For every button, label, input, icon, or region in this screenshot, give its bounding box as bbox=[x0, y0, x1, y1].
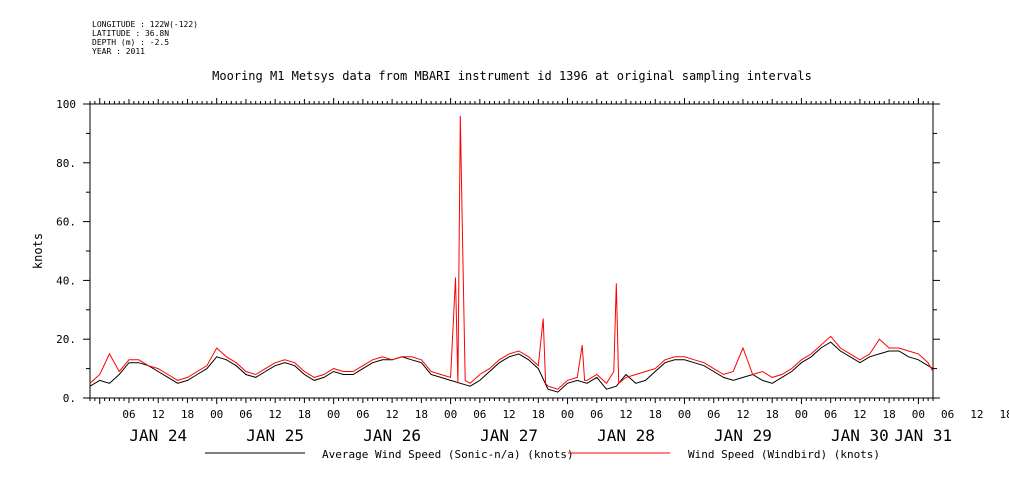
y-tick-label: 0. bbox=[63, 392, 76, 405]
depth-label: DEPTH (m) : -2.5 bbox=[92, 38, 170, 47]
x-hour-label: 12 bbox=[736, 408, 749, 421]
x-hour-label: 06 bbox=[941, 408, 954, 421]
legend-label: Wind Speed (Windbird) (knots) bbox=[688, 448, 880, 461]
x-hour-label: 18 bbox=[532, 408, 545, 421]
x-hour-label: 12 bbox=[385, 408, 398, 421]
data-series bbox=[89, 115, 934, 393]
windbird-wind-speed-line bbox=[89, 115, 934, 390]
x-hour-label: 12 bbox=[269, 408, 282, 421]
x-hour-label: 18 bbox=[649, 408, 662, 421]
x-hour-label: 12 bbox=[502, 408, 515, 421]
legend: Average Wind Speed (Sonic-n/a) (knots) Wi… bbox=[205, 448, 880, 461]
x-hour-label: 06 bbox=[239, 408, 252, 421]
x-day-label: JAN 30 bbox=[831, 426, 889, 445]
y-axis-label: knots bbox=[31, 233, 45, 269]
x-hour-label: 00 bbox=[210, 408, 223, 421]
y-tick-label: 80. bbox=[56, 157, 76, 170]
x-hour-label: 12 bbox=[970, 408, 983, 421]
x-day-label: JAN 28 bbox=[597, 426, 655, 445]
x-hour-label: 12 bbox=[152, 408, 165, 421]
x-hour-label: 06 bbox=[473, 408, 486, 421]
longitude-label: LONGITUDE : 122W(-122) bbox=[92, 20, 198, 29]
plot-frame bbox=[89, 103, 934, 399]
average-wind-speed-line bbox=[89, 341, 934, 393]
x-hour-label: 06 bbox=[356, 408, 369, 421]
axis-ticks bbox=[83, 98, 940, 404]
x-hour-label: 06 bbox=[707, 408, 720, 421]
x-hour-label: 06 bbox=[122, 408, 135, 421]
x-day-label: JAN 29 bbox=[714, 426, 772, 445]
x-tick-labels: 06 12 18 00 06 12 18 00 06 12 18 00 06 12 18 00 06 12 18 00… bbox=[122, 408, 1009, 445]
latitude-label: LATITUDE : 36.8N bbox=[92, 29, 170, 38]
x-hour-label: 18 bbox=[181, 408, 194, 421]
x-hour-label: 12 bbox=[853, 408, 866, 421]
x-day-label: JAN 24 bbox=[129, 426, 187, 445]
x-hour-label: 18 bbox=[999, 408, 1009, 421]
y-tick-label: 20. bbox=[56, 333, 76, 346]
x-hour-label: 00 bbox=[444, 408, 457, 421]
x-hour-label: 18 bbox=[298, 408, 311, 421]
y-tick-labels: 0. 20. 40. 60. 80. 100 bbox=[56, 98, 76, 405]
x-hour-label: 00 bbox=[678, 408, 691, 421]
y-tick-label: 40. bbox=[56, 274, 76, 287]
x-hour-label: 18 bbox=[415, 408, 428, 421]
x-hour-label: 06 bbox=[590, 408, 603, 421]
x-hour-label: 00 bbox=[912, 408, 925, 421]
x-hour-label: 06 bbox=[824, 408, 837, 421]
x-day-label: JAN 26 bbox=[363, 426, 421, 445]
x-hour-label: 00 bbox=[795, 408, 808, 421]
legend-label: Average Wind Speed (Sonic-n/a) (knots) bbox=[322, 448, 574, 461]
x-hour-label: 00 bbox=[327, 408, 340, 421]
station-metadata: LONGITUDE : 122W(-122) LATITUDE : 36.8N … bbox=[92, 20, 198, 56]
year-label: YEAR : 2011 bbox=[92, 47, 145, 56]
x-hour-label: 18 bbox=[883, 408, 896, 421]
y-tick-label: 100 bbox=[56, 98, 76, 111]
x-hour-label: 00 bbox=[561, 408, 574, 421]
x-day-label: JAN 25 bbox=[246, 426, 304, 445]
y-tick-label: 60. bbox=[56, 216, 76, 229]
x-day-label: JAN 27 bbox=[480, 426, 538, 445]
chart-title: Mooring M1 Metsys data from MBARI instru… bbox=[212, 69, 812, 83]
x-hour-label: 12 bbox=[619, 408, 632, 421]
x-day-label: JAN 31 bbox=[894, 426, 952, 445]
x-hour-label: 18 bbox=[766, 408, 779, 421]
